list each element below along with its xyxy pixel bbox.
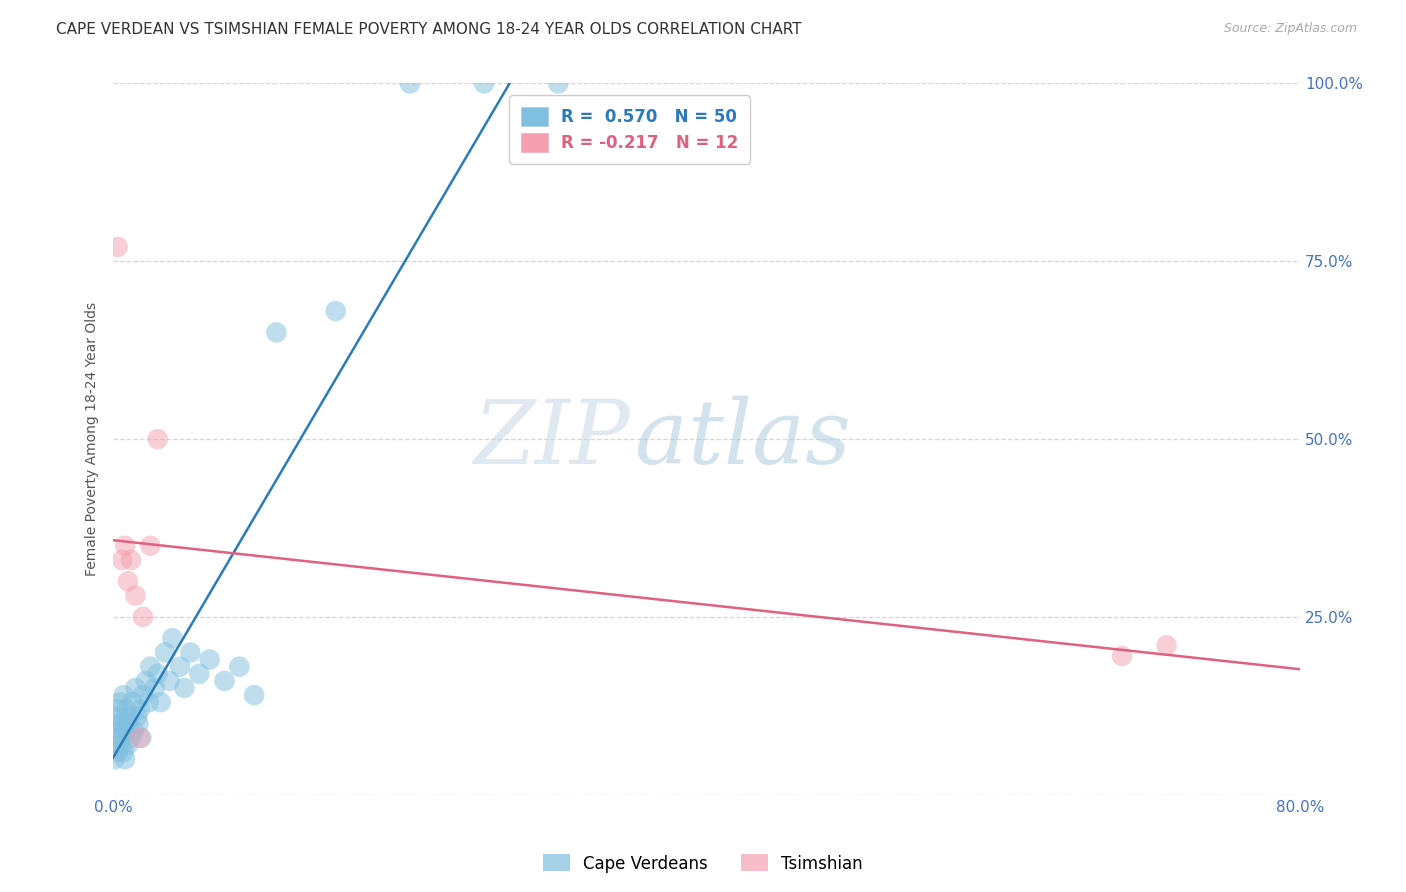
Point: [149, 695, 172, 709]
Point: [111, 716, 134, 731]
Point: [146, 432, 169, 446]
Point: [124, 589, 146, 603]
Point: [325, 304, 347, 318]
Point: [108, 723, 131, 738]
Point: [107, 745, 129, 759]
Point: [111, 553, 134, 567]
Point: [132, 688, 155, 702]
Point: [1111, 648, 1133, 663]
Legend: Cape Verdeans, Tsimshian: Cape Verdeans, Tsimshian: [537, 847, 869, 880]
Point: [114, 752, 136, 766]
Point: [120, 731, 142, 745]
Point: [111, 731, 134, 745]
Point: [115, 702, 138, 716]
Point: [266, 326, 288, 340]
Point: [117, 574, 139, 589]
Point: [547, 77, 569, 91]
Text: ZIP: ZIP: [472, 396, 630, 483]
Point: [112, 745, 135, 759]
Point: [139, 659, 162, 673]
Point: [143, 681, 166, 695]
Point: [125, 709, 148, 723]
Point: [169, 659, 191, 673]
Text: Source: ZipAtlas.com: Source: ZipAtlas.com: [1223, 22, 1357, 36]
Point: [127, 716, 149, 731]
Point: [399, 77, 422, 91]
Point: [214, 673, 236, 688]
Point: [118, 709, 141, 723]
Point: [162, 631, 184, 645]
Point: [107, 240, 129, 254]
Point: [117, 738, 139, 752]
Point: [104, 752, 127, 766]
Point: [139, 539, 162, 553]
Point: [120, 553, 142, 567]
Point: [110, 738, 132, 752]
Point: [146, 666, 169, 681]
Point: [105, 716, 128, 731]
Point: [228, 659, 250, 673]
Point: [138, 695, 160, 709]
Point: [110, 695, 132, 709]
Point: [121, 695, 143, 709]
Text: CAPE VERDEAN VS TSIMSHIAN FEMALE POVERTY AMONG 18-24 YEAR OLDS CORRELATION CHART: CAPE VERDEAN VS TSIMSHIAN FEMALE POVERTY…: [56, 22, 801, 37]
Point: [198, 652, 221, 666]
Point: [124, 681, 146, 695]
Point: [117, 716, 139, 731]
Point: [128, 702, 150, 716]
Point: [188, 666, 211, 681]
Point: [122, 723, 145, 738]
Point: [132, 610, 155, 624]
Y-axis label: Female Poverty Among 18-24 Year Olds: Female Poverty Among 18-24 Year Olds: [86, 302, 100, 576]
Point: [107, 702, 129, 716]
Point: [105, 731, 128, 745]
Point: [1156, 638, 1178, 652]
Point: [135, 673, 157, 688]
Point: [131, 731, 153, 745]
Point: [112, 688, 135, 702]
Point: [243, 688, 266, 702]
Point: [159, 673, 181, 688]
Point: [114, 539, 136, 553]
Legend: R =  0.570   N = 50, R = -0.217   N = 12: R = 0.570 N = 50, R = -0.217 N = 12: [509, 95, 749, 164]
Point: [472, 77, 495, 91]
Point: [108, 709, 131, 723]
Point: [153, 645, 176, 659]
Point: [128, 731, 150, 745]
Point: [179, 645, 201, 659]
Point: [173, 681, 195, 695]
Text: atlas: atlas: [636, 396, 851, 483]
Point: [114, 723, 136, 738]
